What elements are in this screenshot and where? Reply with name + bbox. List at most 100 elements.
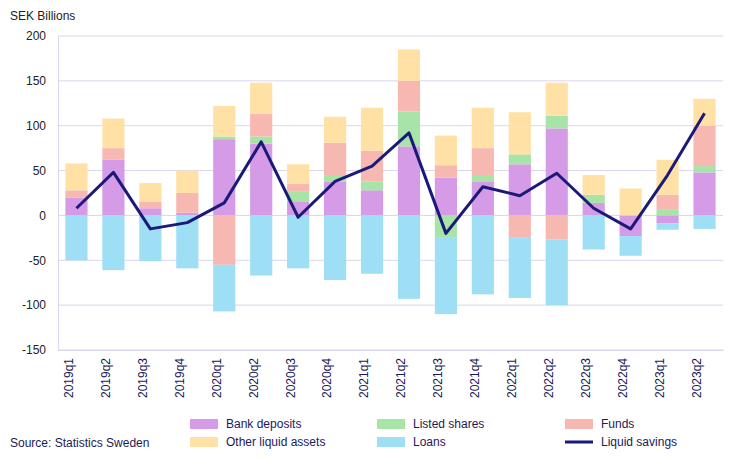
x-tick-label: 2020q1 bbox=[210, 358, 224, 398]
legend-label: Liquid savings bbox=[601, 435, 677, 449]
bar bbox=[657, 224, 679, 230]
bar bbox=[361, 181, 383, 190]
bar bbox=[287, 215, 309, 268]
x-tick-label: 2019q4 bbox=[173, 358, 187, 398]
x-tick-label: 2020q3 bbox=[284, 358, 298, 398]
x-tick: 2020q4 bbox=[320, 350, 335, 398]
bar bbox=[324, 181, 346, 215]
grid bbox=[58, 36, 723, 350]
x-tick: 2021q2 bbox=[394, 350, 409, 398]
grid-line bbox=[58, 350, 723, 351]
bar bbox=[102, 148, 124, 160]
bar bbox=[693, 99, 715, 126]
x-tick: 2019q2 bbox=[99, 350, 114, 398]
bar bbox=[509, 154, 531, 164]
bar bbox=[435, 165, 457, 178]
y-tick: -50 bbox=[29, 254, 58, 268]
y-tick: 150 bbox=[26, 74, 58, 88]
bar bbox=[546, 215, 568, 239]
legend-label: Funds bbox=[601, 417, 634, 431]
grid-line bbox=[58, 80, 723, 81]
y-tick-label: 0 bbox=[39, 209, 46, 223]
x-axis-line bbox=[59, 350, 724, 351]
bar bbox=[102, 160, 124, 216]
x-tick-label: 2022q1 bbox=[505, 358, 519, 398]
bar bbox=[324, 215, 346, 280]
x-tick: 2019q3 bbox=[136, 350, 151, 398]
bar bbox=[250, 114, 272, 136]
x-tick: 2023q2 bbox=[690, 350, 705, 398]
x-tick: 2022q4 bbox=[616, 350, 631, 398]
plot: -150-100-500501001502002019q12019q22019q… bbox=[22, 29, 724, 398]
y-tick-label: 50 bbox=[33, 164, 47, 178]
bar bbox=[213, 265, 235, 312]
legend: Bank depositsListed sharesFundsOther liq… bbox=[190, 417, 677, 449]
x-tick: 2020q1 bbox=[210, 350, 225, 398]
x-tick-label: 2021q1 bbox=[357, 358, 371, 398]
bar bbox=[361, 190, 383, 215]
y-tick-label: 100 bbox=[26, 119, 46, 133]
legend-swatch bbox=[190, 437, 218, 447]
line bbox=[76, 113, 704, 233]
legend-swatch bbox=[377, 419, 405, 429]
legend-item: Other liquid assets bbox=[190, 435, 325, 449]
y-axis-line bbox=[58, 37, 59, 351]
bar bbox=[65, 190, 87, 197]
bar bbox=[176, 193, 198, 213]
bar bbox=[287, 164, 309, 184]
x-tick: 2020q3 bbox=[284, 350, 299, 398]
grid-line bbox=[58, 36, 723, 37]
x-tick-label: 2020q2 bbox=[247, 358, 261, 398]
bars bbox=[65, 49, 715, 314]
bar bbox=[398, 215, 420, 298]
x-tick: 2022q2 bbox=[542, 350, 557, 398]
x-tick-label: 2019q2 bbox=[99, 358, 113, 398]
y-tick: -150 bbox=[22, 343, 58, 357]
bar bbox=[250, 215, 272, 275]
x-tick-label: 2019q3 bbox=[136, 358, 150, 398]
bar bbox=[657, 209, 679, 215]
bar bbox=[472, 215, 494, 294]
bar bbox=[361, 215, 383, 273]
bar bbox=[102, 215, 124, 270]
source: Source: Statistics Sweden bbox=[10, 436, 149, 450]
x-tick-label: 2020q4 bbox=[320, 358, 334, 398]
x-tick-label: 2023q2 bbox=[690, 358, 704, 398]
bar bbox=[693, 166, 715, 172]
y-tick: 0 bbox=[39, 209, 58, 223]
y-tick: -100 bbox=[22, 298, 58, 312]
x-tick-label: 2021q4 bbox=[468, 358, 482, 398]
bar bbox=[472, 108, 494, 148]
bar bbox=[324, 117, 346, 143]
chart: -150-100-500501001502002019q12019q22019q… bbox=[0, 0, 734, 459]
bar bbox=[139, 202, 161, 208]
x-tick: 2019q4 bbox=[173, 350, 188, 398]
legend-item: Bank deposits bbox=[190, 417, 301, 431]
bar bbox=[509, 238, 531, 298]
y-tick: 100 bbox=[26, 119, 58, 133]
y-axis: -150-100-50050100150200 bbox=[22, 29, 59, 357]
bar bbox=[102, 119, 124, 149]
bar bbox=[509, 112, 531, 154]
x-tick-label: 2021q3 bbox=[431, 358, 445, 398]
bar bbox=[546, 116, 568, 129]
bar bbox=[546, 240, 568, 305]
legend-label: Other liquid assets bbox=[226, 435, 325, 449]
bar bbox=[509, 215, 531, 237]
bar bbox=[435, 238, 457, 314]
x-tick-label: 2022q4 bbox=[616, 358, 630, 398]
x-tick-label: 2022q3 bbox=[579, 358, 593, 398]
grid-line bbox=[58, 170, 723, 171]
bar bbox=[546, 83, 568, 116]
y-tick: 50 bbox=[33, 164, 58, 178]
bar bbox=[472, 148, 494, 176]
bar bbox=[361, 108, 383, 151]
legend-swatch bbox=[565, 441, 593, 444]
bar bbox=[213, 215, 235, 264]
grid-line bbox=[58, 305, 723, 306]
grid-line bbox=[58, 125, 723, 126]
x-tick: 2019q1 bbox=[62, 350, 77, 398]
x-tick: 2021q4 bbox=[468, 350, 483, 398]
legend-item: Liquid savings bbox=[565, 435, 677, 449]
legend-swatch bbox=[565, 419, 593, 429]
